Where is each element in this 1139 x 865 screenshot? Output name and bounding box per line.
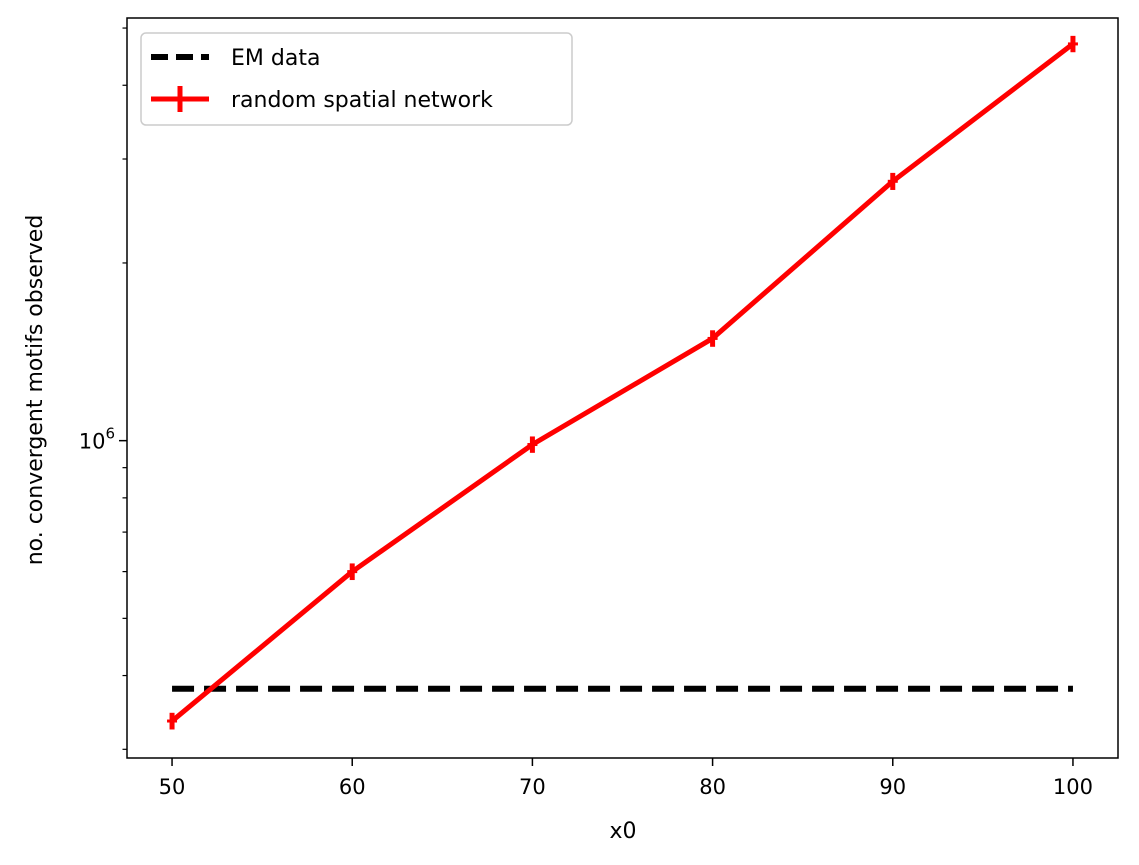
x-axis-label: x0 (609, 819, 636, 844)
legend-box (140, 32, 573, 126)
x-tick-label: 60 (339, 775, 366, 799)
legend-label: EM data (231, 46, 320, 71)
y-axis-label: no. convergent motifs observed (23, 215, 48, 566)
legend: EM data random spatial network (140, 32, 573, 126)
series-line-1 (170, 41, 1075, 723)
y-tick-exponent: 6 (105, 425, 115, 443)
y-tick-label: 106 (79, 425, 115, 454)
plot-area (126, 17, 1119, 759)
x-tick-label: 80 (699, 775, 726, 799)
x-tick-label: 100 (1053, 775, 1093, 799)
y-axis-ticks: 106 (79, 27, 127, 750)
x-tick-label: 70 (519, 775, 546, 799)
x-axis-ticks: 50 60 70 80 90 100 (159, 758, 1093, 799)
x-tick-label: 90 (879, 775, 906, 799)
legend-label: random spatial network (231, 88, 493, 113)
x-tick-label: 50 (159, 775, 186, 799)
axes-frame (126, 17, 1119, 759)
